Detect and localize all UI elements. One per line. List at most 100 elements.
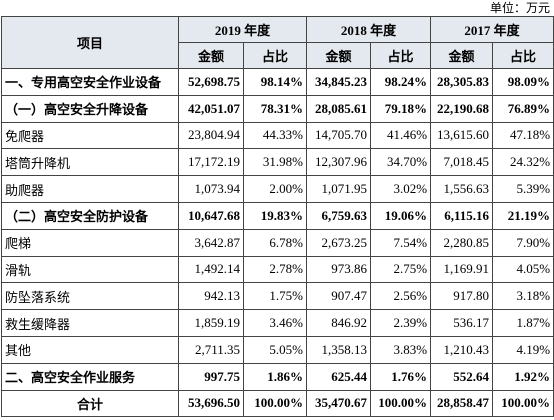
amount-cell: 907.47 [306, 282, 372, 311]
table-row: （二）高空安全防护设备 10,647.68 19.83% 6,759.63 19.06%… [1, 201, 554, 230]
row-label: 其他 [1, 335, 179, 364]
table-row: 防坠落系统 942.13 1.75% 907.47 2.56% 917.80 3.18% [1, 282, 554, 311]
amount-cell: 17,172.19 [178, 148, 244, 177]
header-amount: 金额 [178, 42, 244, 69]
amount-cell: 6,115.16 [430, 201, 494, 230]
share-cell: 5.39% [492, 175, 554, 203]
amount-cell: 942.13 [178, 282, 244, 311]
amount-cell: 28,858.47 [430, 389, 494, 418]
share-cell: 2.00% [242, 175, 308, 203]
row-label: 防坠落系统 [1, 282, 179, 311]
amount-cell: 2,280.85 [430, 228, 494, 257]
share-cell: 44.33% [242, 121, 308, 150]
table-row: 助爬器 1,073.94 2.00% 1,071.95 3.02% 1,556.63 5.3… [1, 175, 554, 203]
amount-cell: 1,358.13 [306, 335, 372, 364]
table-row: 爬梯 3,642.87 6.78% 2,673.25 7.54% 2,280.85 7.90… [1, 228, 554, 257]
table-row: 救生缓降器 1,859.19 3.46% 846.92 2.39% 536.17 1.87% [1, 309, 554, 337]
table-body: 一、专用高空安全作业设备 52,698.75 98.14% 34,845.23 98.2… [1, 68, 554, 418]
header-amount: 金额 [306, 42, 372, 69]
row-label: 救生缓降器 [1, 309, 179, 337]
row-label: 滑轨 [1, 255, 179, 284]
amount-cell: 1,859.19 [178, 309, 244, 337]
amount-cell: 53,696.50 [178, 389, 244, 418]
amount-cell: 23,804.94 [178, 121, 244, 150]
share-cell: 47.18% [492, 121, 554, 150]
row-label: 助爬器 [1, 175, 179, 203]
header-share: 占比 [370, 42, 432, 69]
header-share: 占比 [492, 42, 554, 69]
header-item: 项目 [1, 16, 179, 69]
amount-cell: 2,711.35 [178, 335, 244, 364]
table-header: 项目 2019 年度 2018 年度 2017 年度 金额 占比 金额 占比 金… [1, 16, 554, 69]
table-row: 其他 2,711.35 5.05% 1,358.13 3.83% 1,210.43 4.19… [1, 335, 554, 364]
table-row: 合计 53,696.50 100.00% 35,470.67 100.00% 28,858… [1, 389, 554, 418]
amount-cell: 1,210.43 [430, 335, 494, 364]
amount-cell: 917.80 [430, 282, 494, 311]
amount-cell: 3,642.87 [178, 228, 244, 257]
amount-cell: 1,073.94 [178, 175, 244, 203]
share-cell: 100.00% [370, 389, 432, 418]
amount-cell: 13,615.60 [430, 121, 494, 150]
amount-cell: 973.86 [306, 255, 372, 284]
share-cell: 34.70% [370, 148, 432, 177]
amount-cell: 42,051.07 [178, 94, 244, 123]
amount-cell: 1,556.63 [430, 175, 494, 203]
share-cell: 98.09% [492, 68, 554, 96]
table-row: 免爬器 23,804.94 44.33% 14,705.70 41.46% 13,615.… [1, 121, 554, 150]
row-label: 免爬器 [1, 121, 179, 150]
share-cell: 2.75% [370, 255, 432, 284]
share-cell: 3.18% [492, 282, 554, 311]
table-row: 塔筒升降机 17,172.19 31.98% 12,307.96 34.70% 7,018… [1, 148, 554, 177]
share-cell: 1.87% [492, 309, 554, 337]
table-row: 一、专用高空安全作业设备 52,698.75 98.14% 34,845.23 98.2… [1, 68, 554, 96]
share-cell: 41.46% [370, 121, 432, 150]
share-cell: 3.83% [370, 335, 432, 364]
share-cell: 21.19% [492, 201, 554, 230]
header-year: 2017 年度 [430, 16, 554, 43]
share-cell: 7.90% [492, 228, 554, 257]
amount-cell: 10,647.68 [178, 201, 244, 230]
amount-cell: 6,759.63 [306, 201, 372, 230]
share-cell: 76.89% [492, 94, 554, 123]
share-cell: 1.76% [370, 362, 432, 391]
header-share: 占比 [242, 42, 308, 69]
amount-cell: 1,169.91 [430, 255, 494, 284]
share-cell: 31.98% [242, 148, 308, 177]
share-cell: 5.05% [242, 335, 308, 364]
unit-label: 单位：万元 [489, 1, 550, 15]
header-amount: 金额 [430, 42, 494, 69]
amount-cell: 28,085.61 [306, 94, 372, 123]
header-year: 2018 年度 [306, 16, 432, 43]
share-cell: 100.00% [242, 389, 308, 418]
share-cell: 3.02% [370, 175, 432, 203]
row-label: （二）高空安全防护设备 [1, 201, 179, 230]
amount-cell: 552.64 [430, 362, 494, 391]
amount-cell: 536.17 [430, 309, 494, 337]
row-label: 爬梯 [1, 228, 179, 257]
share-cell: 1.92% [492, 362, 554, 391]
share-cell: 2.39% [370, 309, 432, 337]
amount-cell: 28,305.83 [430, 68, 494, 96]
table-row: （一）高空安全升降设备 42,051.07 78.31% 28,085.61 79.18… [1, 94, 554, 123]
row-label: 二、高空安全作业服务 [1, 362, 179, 391]
amount-cell: 35,470.67 [306, 389, 372, 418]
amount-cell: 1,492.14 [178, 255, 244, 284]
share-cell: 1.86% [242, 362, 308, 391]
amount-cell: 52,698.75 [178, 68, 244, 96]
revenue-table: 项目 2019 年度 2018 年度 2017 年度 金额 占比 金额 占比 金… [1, 16, 554, 418]
share-cell: 98.24% [370, 68, 432, 96]
header-year: 2019 年度 [177, 16, 308, 43]
share-cell: 6.78% [242, 228, 308, 257]
row-label: （一）高空安全升降设备 [1, 94, 179, 123]
share-cell: 24.32% [492, 148, 554, 177]
amount-cell: 7,018.45 [430, 148, 494, 177]
table-row: 滑轨 1,492.14 2.78% 973.86 2.75% 1,169.91 4.05% [1, 255, 554, 284]
share-cell: 4.19% [492, 335, 554, 364]
amount-cell: 34,845.23 [306, 68, 372, 96]
amount-cell: 22,190.68 [430, 94, 494, 123]
share-cell: 79.18% [370, 94, 432, 123]
amount-cell: 12,307.96 [306, 148, 372, 177]
row-label: 塔筒升降机 [1, 148, 179, 177]
share-cell: 2.78% [242, 255, 308, 284]
